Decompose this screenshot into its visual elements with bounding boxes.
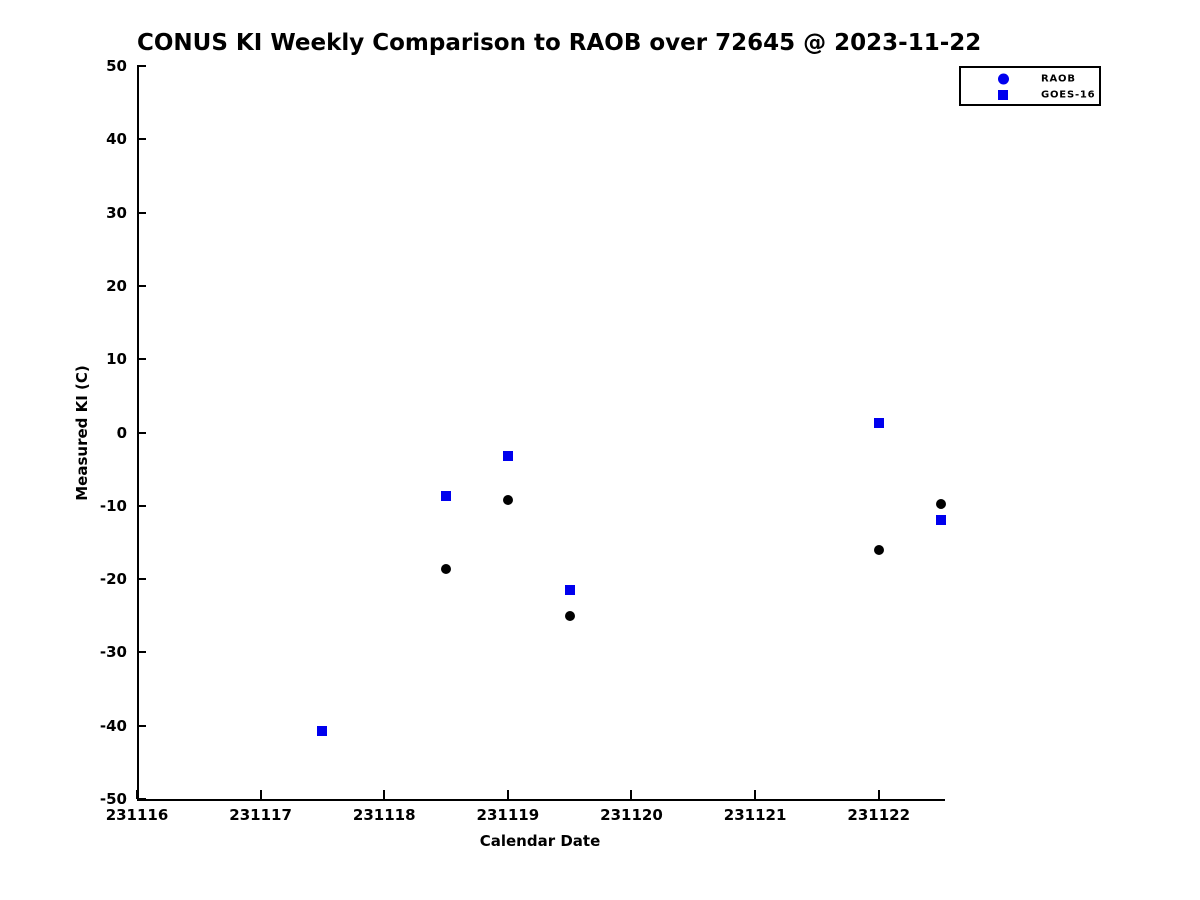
y-tick-label: -50	[99, 790, 127, 808]
y-tick	[137, 651, 146, 654]
x-axis-label: Calendar Date	[479, 832, 601, 850]
y-tick	[137, 138, 146, 141]
y-tick	[137, 578, 146, 581]
x-tick	[383, 790, 386, 799]
data-point-goes16	[564, 585, 575, 596]
x-tick-label: 231122	[847, 806, 911, 824]
x-tick-label: 231117	[229, 806, 292, 824]
y-tick-label: 40	[106, 130, 127, 149]
x-tick-label: 231119	[476, 806, 540, 824]
y-tick-label: 50	[106, 57, 127, 75]
y-tick-label: -40	[99, 716, 127, 735]
y-tick	[137, 211, 146, 214]
data-point-raob	[564, 611, 575, 622]
legend: RAOB GOES-16	[959, 66, 1101, 106]
y-tick-label: -10	[99, 496, 127, 515]
y-tick	[137, 798, 146, 800]
data-point-goes16	[317, 725, 328, 736]
y-tick-label: -20	[99, 570, 127, 589]
y-tick-label: 30	[106, 203, 127, 222]
data-point-goes16	[502, 450, 513, 461]
y-tick-label: 20	[106, 276, 127, 295]
y-tick-label: 0	[116, 423, 127, 442]
x-tick	[754, 790, 757, 799]
goes16-marker-icon	[998, 90, 1008, 100]
data-point-goes16	[441, 491, 452, 502]
y-tick	[137, 724, 146, 727]
data-point-raob	[873, 544, 884, 555]
data-point-goes16	[935, 515, 946, 526]
data-point-goes16	[873, 417, 884, 428]
x-tick	[259, 790, 262, 799]
legend-label: RAOB	[1041, 73, 1076, 85]
y-tick	[137, 504, 146, 507]
y-tick	[137, 358, 146, 361]
data-point-raob	[441, 563, 452, 574]
x-tick	[877, 790, 880, 799]
raob-marker-icon	[998, 73, 1009, 85]
plot-area	[137, 66, 945, 801]
data-point-raob	[502, 494, 513, 505]
x-tick	[630, 790, 633, 799]
x-tick-label: 231116	[105, 806, 169, 824]
legend-label: GOES-16	[1041, 89, 1096, 101]
y-tick-label: 10	[106, 350, 127, 369]
x-tick-label: 231121	[723, 806, 787, 824]
x-tick-label: 231120	[600, 806, 663, 824]
data-point-raob	[935, 499, 946, 510]
legend-entry: RAOB	[961, 71, 1099, 87]
y-tick	[137, 431, 146, 434]
x-tick	[136, 790, 138, 799]
chart-title: CONUS KI Weekly Comparison to RAOB over …	[137, 30, 982, 56]
x-tick-label: 231118	[352, 806, 416, 824]
legend-entry: GOES-16	[961, 87, 1099, 103]
y-tick	[137, 284, 146, 287]
y-tick-label: -30	[99, 643, 127, 662]
x-tick	[506, 790, 509, 799]
y-tick	[137, 65, 146, 67]
